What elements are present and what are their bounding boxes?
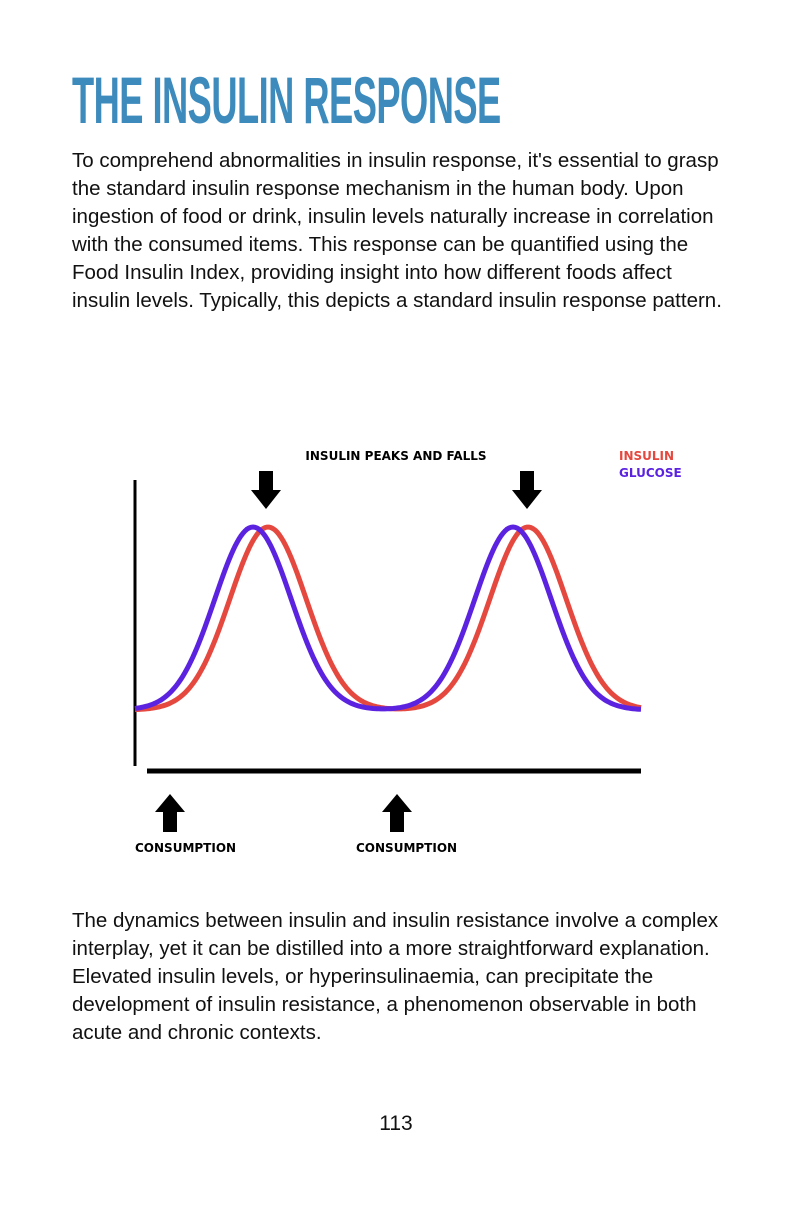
consumption-label: CONSUMPTION xyxy=(356,841,457,855)
consumption-label: CONSUMPTION xyxy=(135,841,236,855)
up-arrow-icon xyxy=(155,794,185,832)
glucose-curve xyxy=(134,524,642,712)
legend-glucose: GLUCOSE xyxy=(619,466,682,480)
intro-paragraph: To comprehend abnormalities in insulin r… xyxy=(72,149,722,312)
closing-paragraph: The dynamics between insulin and insulin… xyxy=(72,909,719,1044)
page-title: THE INSULIN RESPONSE xyxy=(72,63,501,137)
down-arrow-icon xyxy=(251,471,281,509)
diagram-heading: INSULIN PEAKS AND FALLS xyxy=(305,449,486,463)
up-arrow-icon xyxy=(382,794,412,832)
legend-insulin: INSULIN xyxy=(619,449,674,463)
page-number: 113 xyxy=(379,1112,413,1135)
down-arrow-icon xyxy=(512,471,542,509)
insulin-curve xyxy=(134,524,642,713)
